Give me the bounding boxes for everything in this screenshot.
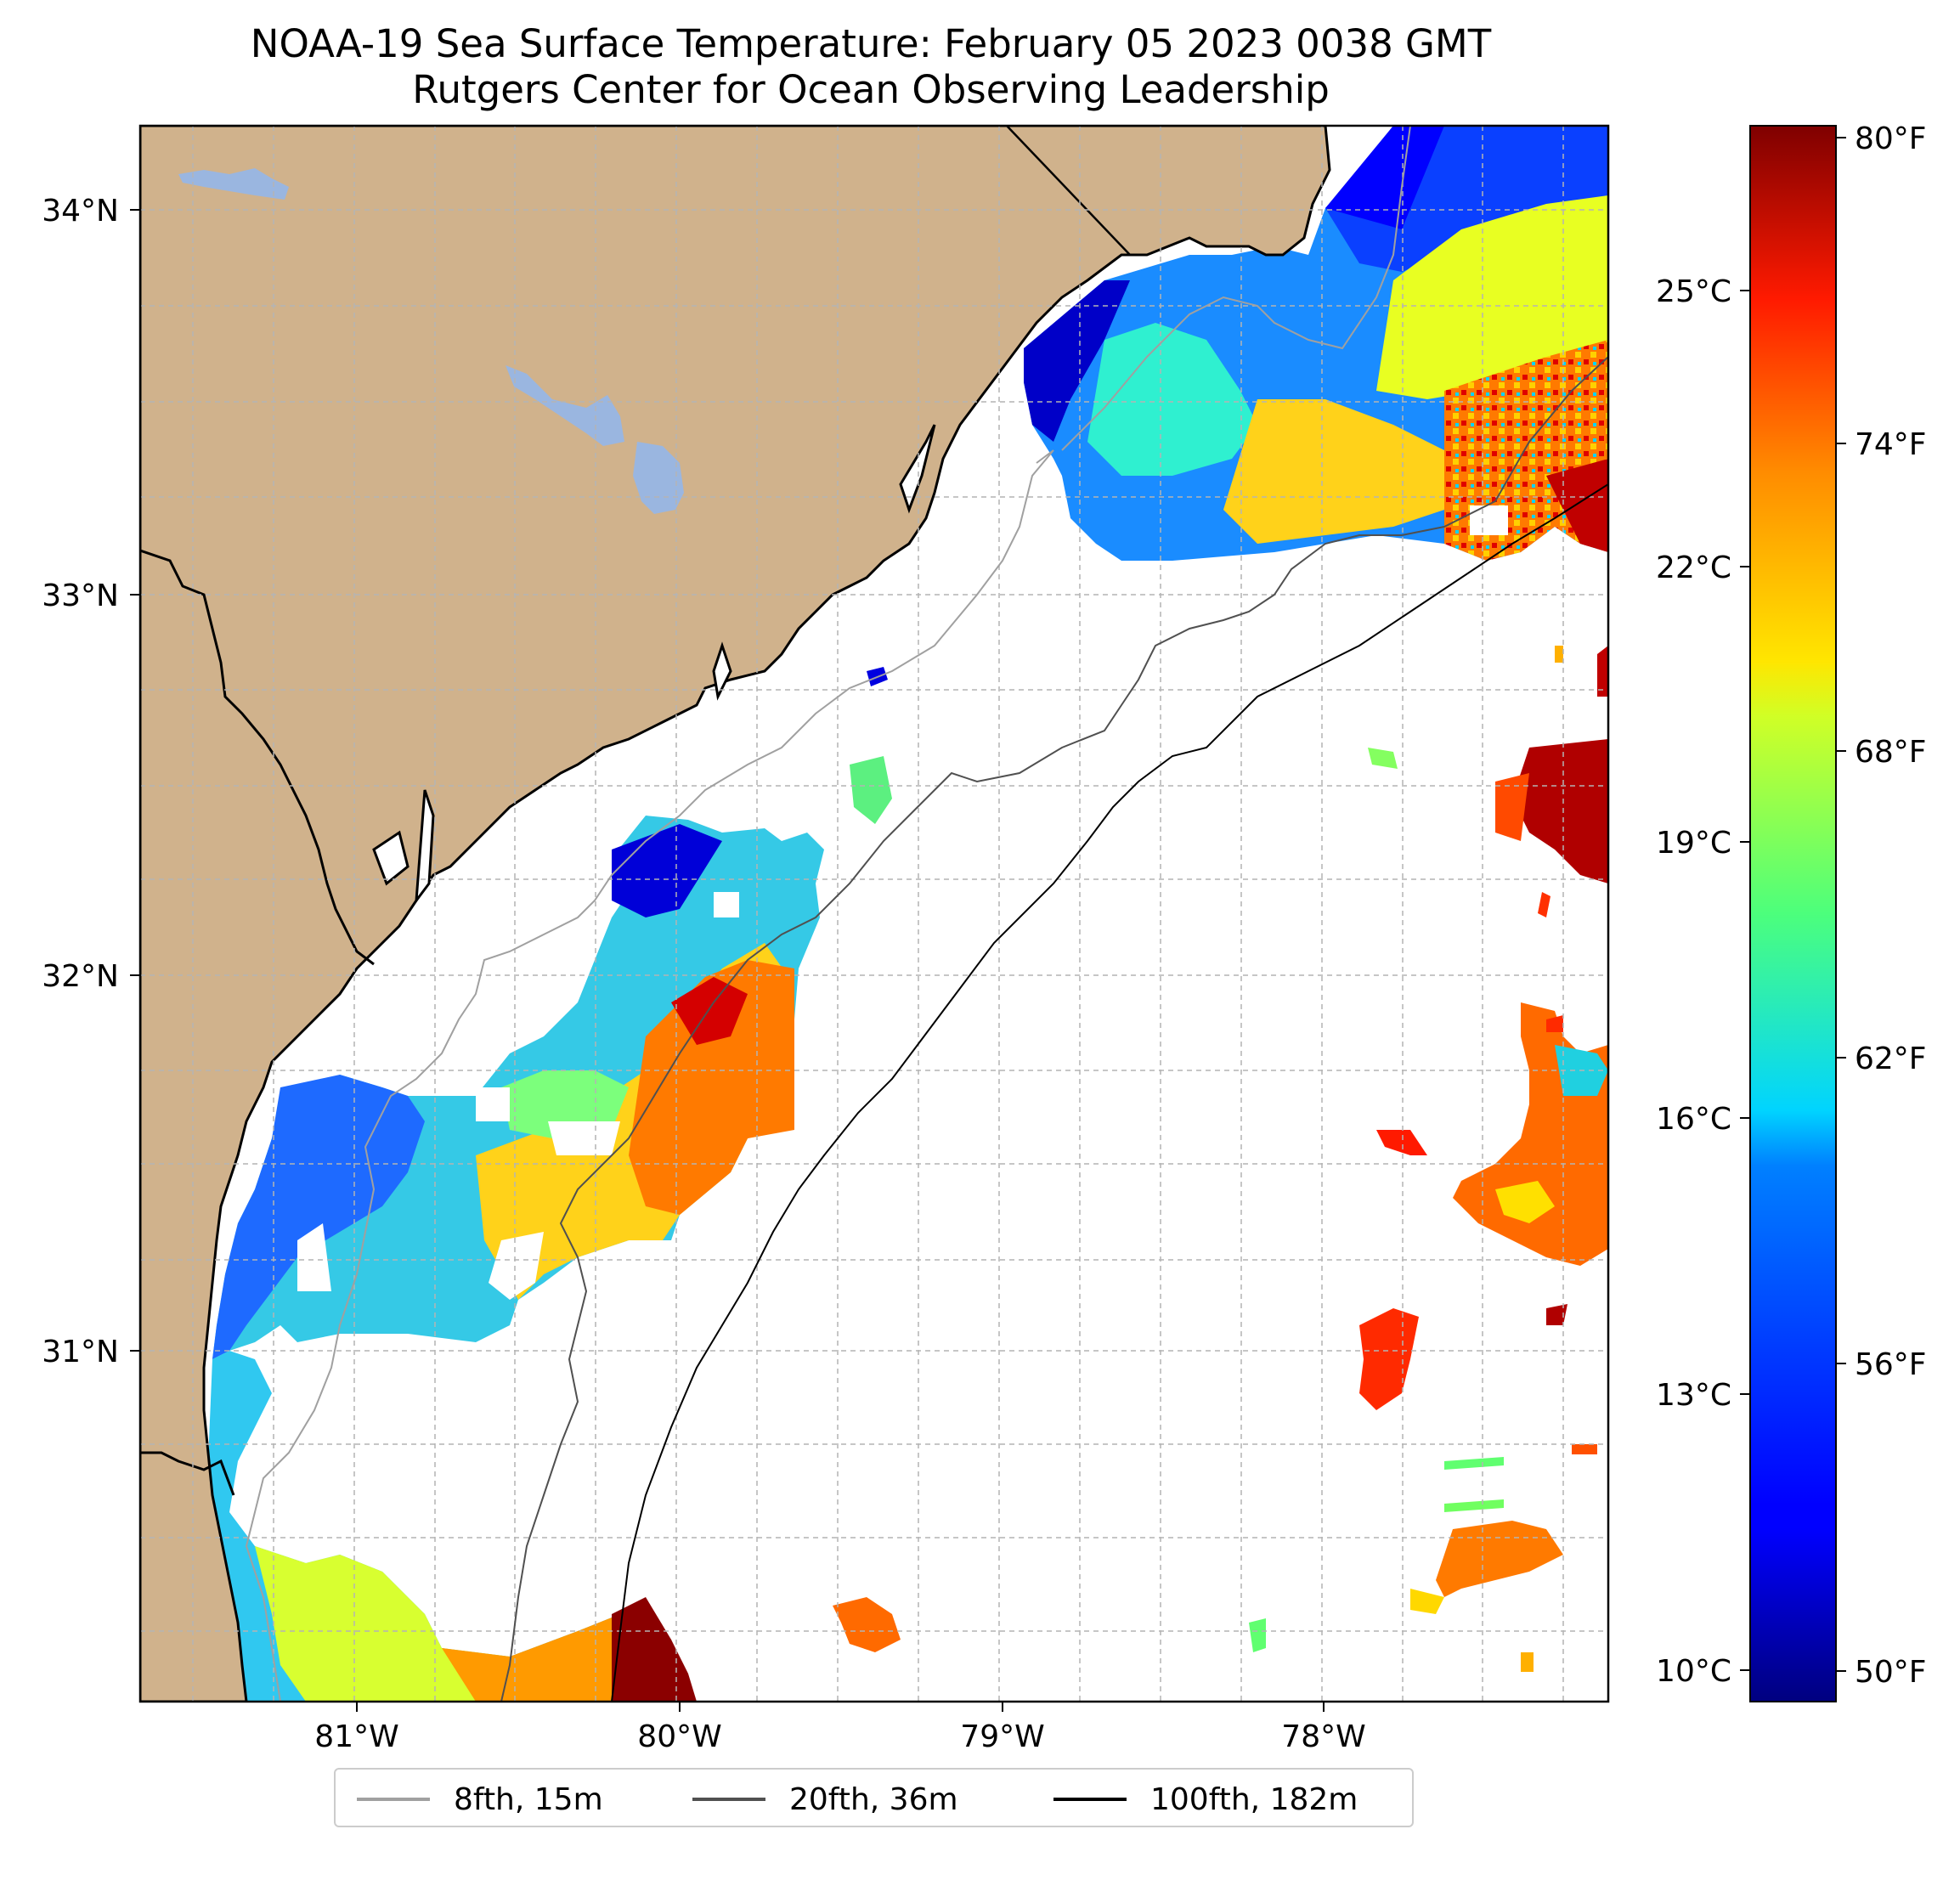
- lon-tick-label: 81°W: [314, 1719, 398, 1754]
- lake-marion: [506, 365, 624, 446]
- lat-tick-label: 33°N: [42, 579, 119, 613]
- lat-tick-label: 34°N: [42, 194, 119, 229]
- map-frame: [138, 124, 1610, 1703]
- contour-8fth: [245, 126, 1411, 1702]
- legend-label: 100fth, 182m: [1150, 1781, 1358, 1817]
- figure-title: NOAA-19 Sea Surface Temperature: Februar…: [250, 21, 1492, 66]
- figure-subtitle: Rutgers Center for Ocean Observing Leade…: [412, 67, 1330, 112]
- contour-100fth: [611, 483, 1608, 1702]
- estuary-cutouts: [372, 424, 936, 906]
- legend-label: 8fth, 15m: [454, 1781, 603, 1817]
- land-mass: [140, 126, 1331, 1702]
- colorbar-c-tick: 10°C: [1656, 1654, 1731, 1689]
- legend-label: 20fth, 36m: [789, 1781, 958, 1817]
- lon-tick-label: 80°W: [637, 1719, 721, 1754]
- lat-axis: 34°N 33°N 32°N 31°N: [42, 194, 140, 1369]
- colorbar-f-tick: 56°F: [1855, 1347, 1927, 1382]
- lon-axis: 81°W 80°W 79°W 78°W: [314, 1702, 1366, 1754]
- colorbar-f-tick: 50°F: [1855, 1655, 1927, 1690]
- legend-item-20fth: 20fth, 36m: [692, 1770, 958, 1829]
- state-border: [1006, 126, 1131, 256]
- contour-legend: 8fth, 15m 20fth, 36m 100fth, 182m: [334, 1768, 1414, 1827]
- colorbar-f-tick: 74°F: [1855, 427, 1927, 462]
- legend-swatch: [357, 1798, 430, 1801]
- colorbar-f-tick: 62°F: [1855, 1042, 1927, 1076]
- colorbar-c-tick: 16°C: [1656, 1102, 1731, 1137]
- colorbar-f-tick: 80°F: [1855, 121, 1927, 156]
- lon-tick-label: 79°W: [960, 1719, 1044, 1754]
- colorbar-c-tick: 25°C: [1656, 274, 1731, 309]
- colorbar-c-tick: 13°C: [1656, 1378, 1731, 1413]
- colorbar-f-tick: 68°F: [1855, 735, 1927, 770]
- colorbar: 80°F 74°F 68°F 62°F 56°F 50°F 25°C 22°C …: [1656, 121, 1927, 1702]
- colorbar-c-tick: 22°C: [1656, 550, 1731, 585]
- lon-tick-label: 78°W: [1281, 1719, 1365, 1754]
- lake-north: [178, 168, 289, 200]
- colorbar-gradient: [1749, 125, 1837, 1702]
- legend-swatch: [692, 1798, 765, 1801]
- legend-swatch: [1053, 1798, 1127, 1801]
- sst-south-region: [200, 1351, 901, 1702]
- river-south: [140, 1451, 235, 1496]
- sst-central-region: [212, 667, 892, 1359]
- river-north: [140, 549, 375, 966]
- contour-20fth: [500, 356, 1608, 1702]
- lake-moultrie: [633, 442, 684, 514]
- colorbar-c-tick: 19°C: [1656, 826, 1731, 861]
- legend-item-100fth: 100fth, 182m: [1053, 1770, 1358, 1829]
- graticule: [140, 126, 1608, 1702]
- lat-tick-label: 31°N: [42, 1335, 119, 1369]
- legend-item-8fth: 8fth, 15m: [357, 1770, 603, 1829]
- lat-tick-label: 32°N: [42, 959, 119, 994]
